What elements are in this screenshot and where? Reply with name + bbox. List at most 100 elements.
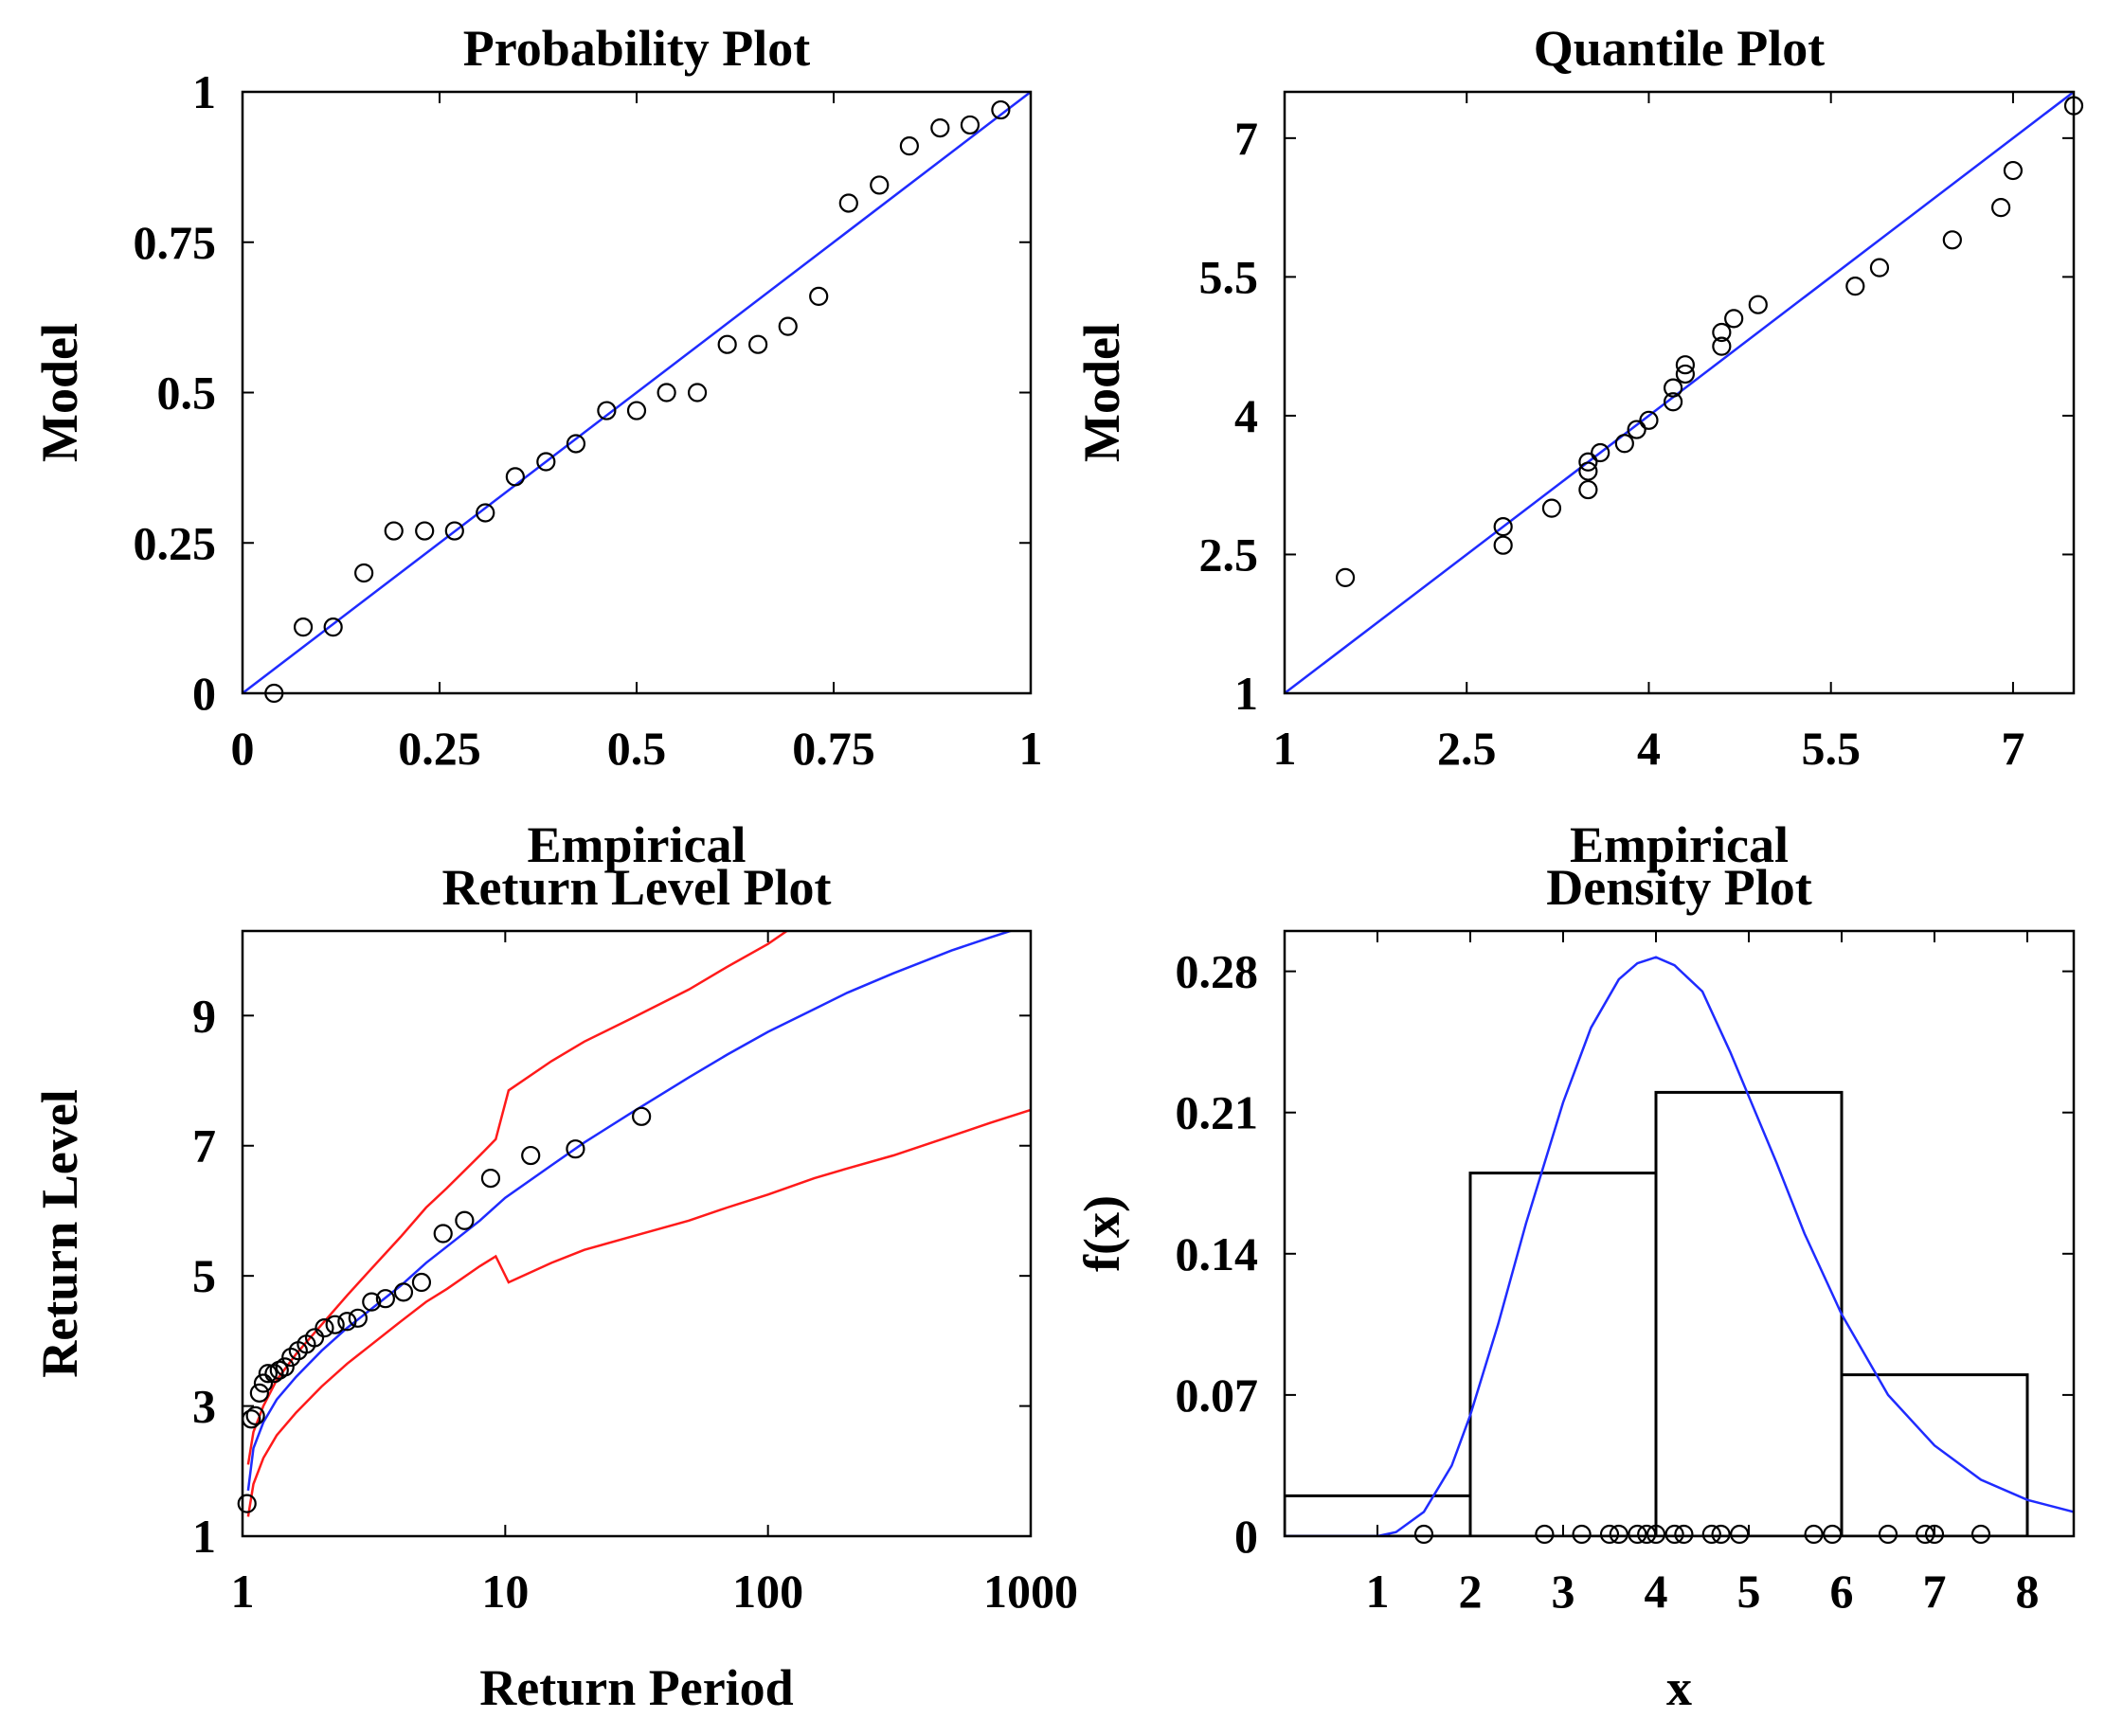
dens-ytick-label: 0.28 xyxy=(1176,945,1259,998)
dens-rug-point xyxy=(1701,1524,1721,1545)
prob-point xyxy=(444,521,464,541)
prob-point xyxy=(778,316,798,336)
dens-xtick-label: 2 xyxy=(1459,1565,1483,1618)
dens-rug-point xyxy=(1637,1524,1657,1545)
dens-rug-point xyxy=(1823,1524,1843,1545)
prob-point xyxy=(505,467,525,487)
prob-point xyxy=(536,452,556,472)
prob-point xyxy=(960,115,981,135)
quant-plot: Quantile Plot Empirical Model 1 2.5 4 5.5 7 1 2.5… xyxy=(1073,20,2084,873)
ret-point xyxy=(411,1272,432,1293)
ret-point xyxy=(304,1328,325,1348)
dens-rug-point xyxy=(1804,1524,1824,1545)
ret-point xyxy=(245,1405,265,1425)
dens-xtick-label: 7 xyxy=(1923,1565,1947,1618)
prob-point xyxy=(717,334,737,354)
quant-point xyxy=(1675,355,1696,375)
dens-ytick-label: 0.07 xyxy=(1176,1369,1259,1422)
dens-density-curve xyxy=(1285,956,2074,1536)
ret-title: Return Level Plot xyxy=(442,859,832,916)
quant-point xyxy=(1578,452,1598,472)
prob-point xyxy=(748,334,768,354)
dens-rug-point xyxy=(1711,1524,1731,1545)
quant-point xyxy=(1748,295,1768,314)
quant-ytick-label: 5.5 xyxy=(1199,250,1259,303)
dens-rug-point xyxy=(1730,1524,1750,1545)
ret-plot: Return Level Plot Return Period Return Lev… xyxy=(31,859,1078,1716)
dens-ytick-label: 0 xyxy=(1234,1510,1258,1563)
quant-title: Quantile Plot xyxy=(1534,20,1826,77)
quant-xtick-label: 4 xyxy=(1637,722,1661,775)
quant-point xyxy=(1578,461,1598,481)
prob-point xyxy=(687,383,708,403)
dens-rug-point xyxy=(1572,1524,1592,1545)
dens-bar xyxy=(1840,1373,2029,1536)
prob-xtick-label: 0 xyxy=(231,722,255,775)
prob-title: Probability Plot xyxy=(463,20,811,77)
ret-fit-line xyxy=(246,931,1015,1492)
quant-point xyxy=(1869,258,1890,277)
prob-point xyxy=(870,175,890,195)
quant-xlabel: Empirical xyxy=(1570,816,1789,873)
dens-plot: Density Plot x f(x) 1 2 3 4 5 6 7 8 0 0.07 0.14 0.21 0.… xyxy=(1073,859,2076,1716)
dens-rug-point xyxy=(1646,1524,1666,1545)
prob-point xyxy=(566,434,586,454)
prob-xtick-label: 0.75 xyxy=(792,722,875,775)
ret-ytick-label: 5 xyxy=(192,1249,216,1302)
prob-point xyxy=(899,136,919,156)
ret-point xyxy=(253,1373,274,1393)
ret-axes-frame xyxy=(241,929,1033,1538)
prob-point xyxy=(415,521,435,541)
dens-rug-point xyxy=(1674,1524,1694,1545)
ret-xlabel: Return Period xyxy=(479,1659,793,1716)
prob-xtick-label: 0.5 xyxy=(607,722,667,775)
ret-ytick-label: 3 xyxy=(192,1380,216,1433)
quant-xtick-label: 1 xyxy=(1273,722,1297,775)
prob-point xyxy=(626,401,647,421)
quant-point xyxy=(1541,498,1562,518)
dens-xtick-label: 4 xyxy=(1645,1565,1668,1618)
quant-ytick-label: 4 xyxy=(1234,389,1258,442)
quant-point xyxy=(1627,420,1646,439)
dens-xtick-label: 5 xyxy=(1737,1565,1761,1618)
quant-point xyxy=(1712,322,1732,343)
ret-point xyxy=(281,1347,301,1368)
ret-point xyxy=(275,1357,295,1377)
ret-point xyxy=(480,1168,501,1189)
quant-point xyxy=(1942,230,1962,250)
prob-ytick-label: 0 xyxy=(192,667,216,720)
ret-point xyxy=(264,1364,284,1384)
ret-point xyxy=(337,1312,357,1332)
ret-xtick-label: 100 xyxy=(732,1565,803,1618)
ret-point xyxy=(249,1383,269,1403)
dens-rug-point xyxy=(1916,1524,1935,1545)
ret-ytick-label: 7 xyxy=(192,1119,216,1172)
ret-ylabel: Return Level xyxy=(31,1089,88,1377)
dens-xtick-label: 1 xyxy=(1366,1565,1390,1618)
quant-xtick-label: 7 xyxy=(2001,722,2024,775)
prob-ytick-label: 1 xyxy=(192,65,216,118)
prob-point xyxy=(930,118,950,138)
dens-rug-point xyxy=(1664,1524,1684,1545)
dens-title: Density Plot xyxy=(1546,859,1811,916)
ret-point xyxy=(237,1494,257,1513)
ret-point xyxy=(433,1224,453,1244)
quant-axes-frame xyxy=(1283,90,2076,695)
quant-point xyxy=(1991,198,2011,218)
dens-ylabel: f(x) xyxy=(1073,1195,1130,1272)
prob-point xyxy=(476,503,495,523)
quant-ytick-label: 7 xyxy=(1234,112,1258,165)
quant-xtick-label: 2.5 xyxy=(1437,722,1497,775)
quant-point xyxy=(1335,567,1356,587)
quant-point xyxy=(2003,160,2024,181)
prob-ylabel: Model xyxy=(31,323,88,462)
ret-point xyxy=(632,1106,652,1126)
dens-rug-point xyxy=(1535,1524,1555,1545)
ret-point xyxy=(258,1364,278,1384)
quant-xtick-label: 5.5 xyxy=(1801,722,1861,775)
quant-point xyxy=(1614,434,1634,454)
prob-point xyxy=(597,401,617,421)
ret-point xyxy=(566,1139,585,1159)
quant-point xyxy=(1639,410,1659,430)
